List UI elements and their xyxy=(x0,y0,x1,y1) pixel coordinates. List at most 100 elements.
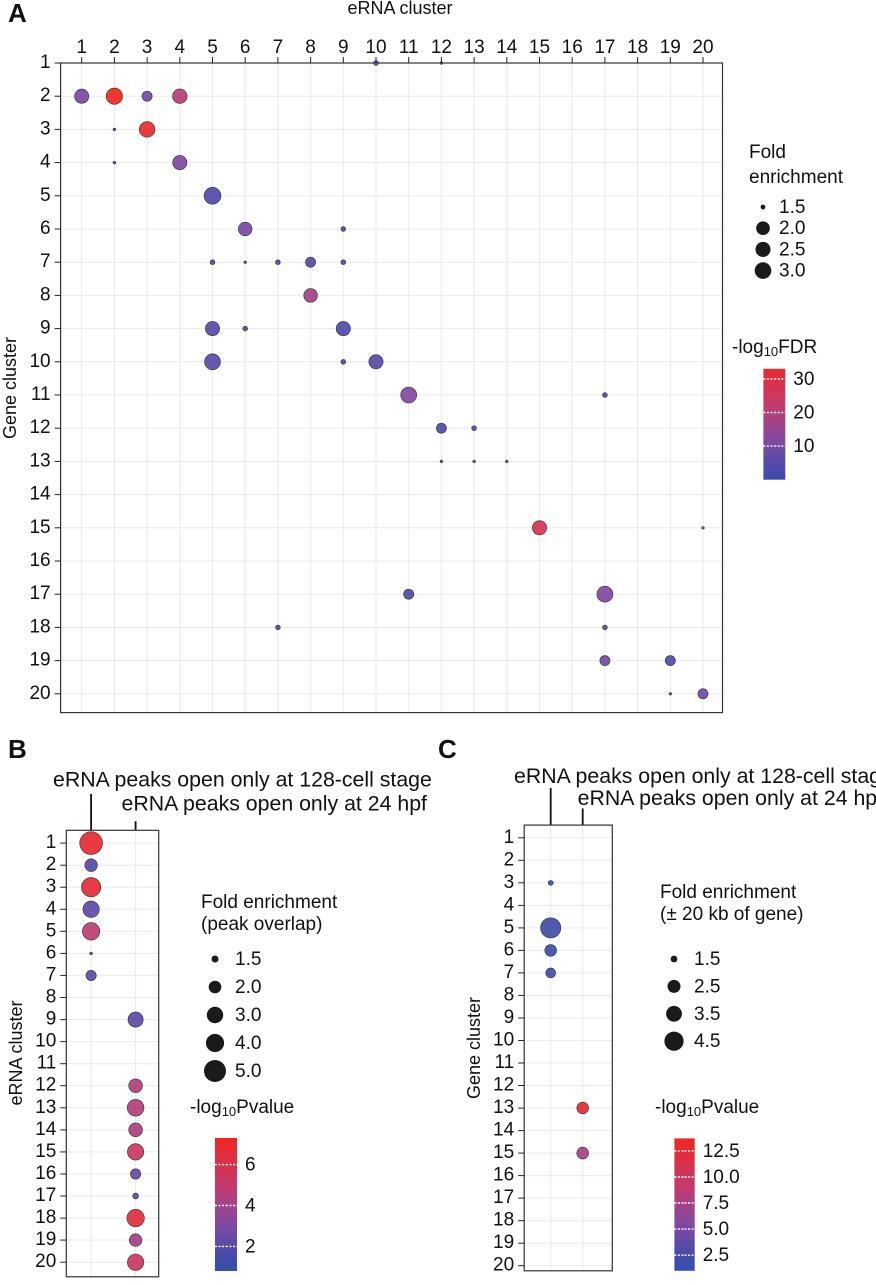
svg-text:2.5: 2.5 xyxy=(779,239,805,260)
svg-text:A: A xyxy=(8,0,27,28)
svg-text:4: 4 xyxy=(40,152,51,173)
svg-text:14: 14 xyxy=(29,484,51,505)
svg-text:1: 1 xyxy=(76,37,87,58)
svg-text:5: 5 xyxy=(207,37,218,58)
svg-text:3.0: 3.0 xyxy=(779,261,805,282)
svg-text:20: 20 xyxy=(493,1255,514,1276)
svg-text:17: 17 xyxy=(29,583,50,604)
svg-text:16: 16 xyxy=(35,1163,56,1184)
svg-text:12: 12 xyxy=(35,1075,56,1096)
svg-text:17: 17 xyxy=(35,1185,56,1206)
svg-text:4: 4 xyxy=(504,894,515,915)
svg-text:16: 16 xyxy=(493,1165,514,1186)
svg-text:15: 15 xyxy=(35,1141,56,1162)
svg-text:19: 19 xyxy=(493,1232,514,1253)
svg-text:15: 15 xyxy=(493,1142,514,1163)
svg-text:-log10Pvalue: -log10Pvalue xyxy=(190,1097,294,1119)
svg-text:4: 4 xyxy=(245,1196,256,1217)
svg-text:5.0: 5.0 xyxy=(235,1061,261,1082)
svg-text:7: 7 xyxy=(273,37,284,58)
svg-text:C: C xyxy=(438,734,457,764)
svg-text:4.5: 4.5 xyxy=(694,1031,720,1052)
svg-text:13: 13 xyxy=(35,1097,56,1118)
svg-text:8: 8 xyxy=(504,984,515,1005)
svg-text:11: 11 xyxy=(31,384,51,405)
svg-text:12: 12 xyxy=(29,417,50,438)
svg-text:eRNA peaks open only at 128-ce: eRNA peaks open only at 128-cell stage xyxy=(53,768,432,792)
svg-text:17: 17 xyxy=(493,1187,514,1208)
svg-text:30: 30 xyxy=(793,369,814,390)
svg-text:1: 1 xyxy=(40,52,51,73)
svg-text:12: 12 xyxy=(493,1075,514,1096)
svg-text:7: 7 xyxy=(504,962,515,983)
svg-text:10: 10 xyxy=(793,436,814,457)
svg-text:11: 11 xyxy=(494,1052,514,1073)
svg-text:4: 4 xyxy=(175,37,186,58)
svg-text:14: 14 xyxy=(493,1120,515,1141)
svg-text:Fold: Fold xyxy=(749,142,786,163)
svg-text:18: 18 xyxy=(35,1207,56,1228)
svg-text:7.5: 7.5 xyxy=(703,1193,729,1214)
svg-text:B: B xyxy=(8,734,27,764)
svg-text:1.5: 1.5 xyxy=(235,949,261,970)
svg-text:2.0: 2.0 xyxy=(235,977,261,998)
svg-text:2: 2 xyxy=(46,854,57,875)
svg-text:6: 6 xyxy=(46,942,57,963)
svg-text:(peak overlap): (peak overlap) xyxy=(201,914,322,935)
svg-text:18: 18 xyxy=(493,1210,514,1231)
svg-text:5: 5 xyxy=(40,185,51,206)
svg-text:13: 13 xyxy=(464,37,485,58)
svg-text:10.0: 10.0 xyxy=(703,1167,740,1188)
svg-text:4.0: 4.0 xyxy=(235,1033,261,1054)
svg-text:1: 1 xyxy=(46,832,57,853)
svg-text:20: 20 xyxy=(692,37,713,58)
svg-text:15: 15 xyxy=(29,517,50,538)
svg-text:10: 10 xyxy=(29,351,50,372)
svg-text:2: 2 xyxy=(109,37,120,58)
svg-text:10: 10 xyxy=(35,1031,56,1052)
svg-text:6: 6 xyxy=(245,1155,256,1176)
svg-text:5.0: 5.0 xyxy=(703,1219,729,1240)
svg-text:eRNA peaks open only at 24 hpf: eRNA peaks open only at 24 hpf xyxy=(578,786,876,810)
svg-text:20: 20 xyxy=(35,1251,56,1272)
svg-text:16: 16 xyxy=(29,550,50,571)
svg-text:14: 14 xyxy=(496,37,518,58)
svg-text:9: 9 xyxy=(504,1007,515,1028)
svg-text:2: 2 xyxy=(245,1236,256,1257)
svg-text:1.5: 1.5 xyxy=(694,949,720,970)
svg-text:eRNA cluster: eRNA cluster xyxy=(6,1000,26,1105)
svg-text:6: 6 xyxy=(504,939,515,960)
svg-text:2.5: 2.5 xyxy=(703,1245,729,1266)
svg-text:11: 11 xyxy=(399,37,419,58)
svg-text:3: 3 xyxy=(40,118,51,139)
svg-text:3: 3 xyxy=(46,876,57,897)
svg-text:19: 19 xyxy=(35,1229,56,1250)
svg-text:17: 17 xyxy=(594,37,615,58)
svg-text:13: 13 xyxy=(29,450,50,471)
svg-text:20: 20 xyxy=(793,403,814,424)
svg-text:12: 12 xyxy=(431,37,452,58)
svg-text:eRNA peaks open only at 24 hpf: eRNA peaks open only at 24 hpf xyxy=(122,792,428,816)
svg-text:1.5: 1.5 xyxy=(779,197,805,218)
svg-text:13: 13 xyxy=(493,1097,514,1118)
svg-text:eRNA cluster: eRNA cluster xyxy=(347,0,452,18)
svg-text:8: 8 xyxy=(40,284,51,305)
svg-text:14: 14 xyxy=(35,1119,57,1140)
svg-text:15: 15 xyxy=(529,37,550,58)
svg-text:19: 19 xyxy=(29,650,50,671)
svg-text:enrichment: enrichment xyxy=(749,167,844,188)
svg-text:3.5: 3.5 xyxy=(694,1004,720,1025)
svg-text:4: 4 xyxy=(46,898,57,919)
svg-text:10: 10 xyxy=(493,1030,514,1051)
svg-text:-log10Pvalue: -log10Pvalue xyxy=(655,1097,759,1119)
svg-text:(± 20 kb of gene): (± 20 kb of gene) xyxy=(660,904,804,925)
svg-text:9: 9 xyxy=(40,318,51,339)
svg-text:20: 20 xyxy=(29,683,50,704)
svg-text:eRNA peaks open only at 128-ce: eRNA peaks open only at 128-cell stage xyxy=(514,764,876,788)
svg-text:Fold enrichment: Fold enrichment xyxy=(201,892,338,913)
svg-text:2: 2 xyxy=(504,849,515,870)
svg-text:5: 5 xyxy=(504,917,515,938)
svg-text:2.0: 2.0 xyxy=(779,218,805,239)
svg-text:9: 9 xyxy=(338,37,349,58)
svg-text:2: 2 xyxy=(40,85,51,106)
